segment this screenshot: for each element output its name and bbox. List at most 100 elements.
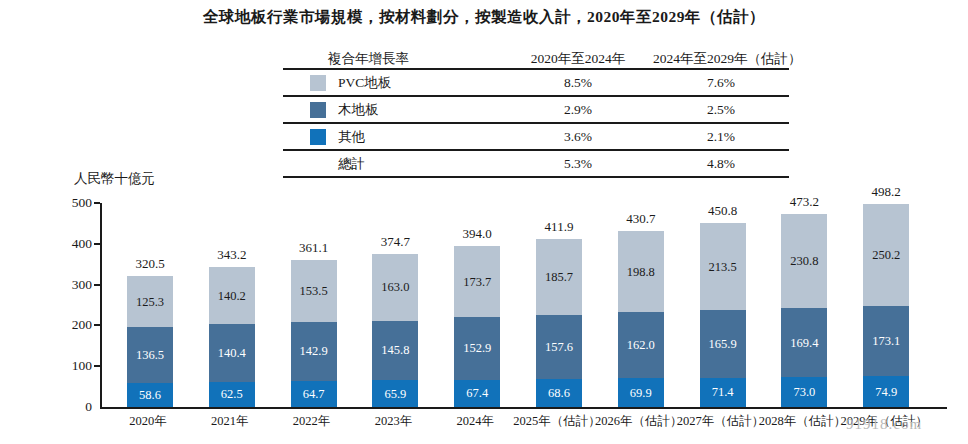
bar-total-value: 320.5 [115,256,185,272]
bar-segment-PVC地板: 250.2 [863,204,909,306]
bar-segment-木地板: 173.1 [863,306,909,377]
bar-total-value: 450.8 [688,203,758,219]
bar-segment-value: 65.9 [372,386,418,401]
cagr-value-period-2: 4.8% [653,156,789,172]
bar-total-value: 374.7 [360,234,430,250]
bar-chart-plot: 010020030040050058.6136.5125.3320.562.51… [100,203,947,409]
bar-segment-value: 153.5 [291,284,337,299]
bar-segment-PVC地板: 140.2 [209,267,255,324]
y-axis-tick [94,365,100,367]
bar-segment-其他: 73.0 [781,377,827,407]
y-axis-label: 人民幣十億元 [74,170,155,188]
x-axis-tick-label: 2024年 [456,413,494,430]
bar-segment-value: 69.9 [618,385,664,400]
chart-title: 全球地板行業市場規模，按材料劃分，按製造收入計，2020年至2029年（估計） [0,7,968,28]
legend-label: PVC地板 [338,74,391,92]
x-axis-labels: 2020年2021年2022年2023年2024年2025年（估計）2026年（… [100,413,960,433]
bar-segment-木地板: 140.4 [209,324,255,381]
bar-total-value: 411.9 [524,219,594,235]
bar-segment-其他: 58.6 [127,383,173,407]
y-axis-tick-label: 100 [50,358,92,374]
bar-segment-value: 74.9 [863,384,909,399]
bar-segment-PVC地板: 230.8 [781,214,827,308]
legend-swatch [310,75,326,91]
bar-segment-value: 71.4 [700,385,746,400]
x-axis-tick-label: 2026年（估計） [595,413,683,430]
bar-segment-value: 169.4 [781,335,827,350]
bar-segment-value: 140.4 [209,345,255,360]
bar-segment-PVC地板: 198.8 [618,231,664,312]
bar-segment-其他: 68.6 [536,379,582,407]
bar-total-value: 473.2 [769,194,839,210]
bar-segment-木地板: 142.9 [291,322,337,380]
y-axis-tick [94,243,100,245]
bar-segment-其他: 65.9 [372,380,418,407]
cagr-value-period-2: 2.1% [653,129,789,145]
y-axis-tick-label: 500 [50,195,92,211]
y-axis-tick [94,284,100,286]
bar-segment-value: 213.5 [700,259,746,274]
cagr-row: PVC地板8.5%7.6% [283,68,789,95]
bar-segment-其他: 74.9 [863,376,909,407]
bar-segment-PVC地板: 185.7 [536,239,582,315]
y-axis-tick-label: 400 [50,236,92,252]
bar-segment-value: 230.8 [781,254,827,269]
bar-segment-value: 62.5 [209,387,255,402]
bar-segment-value: 185.7 [536,269,582,284]
bar-segment-PVC地板: 213.5 [700,223,746,310]
cagr-header-label: 複合年增長率 [283,50,503,68]
legend-label: 木地板 [338,101,379,119]
y-axis-tick-label: 0 [50,399,92,415]
bar-segment-PVC地板: 125.3 [127,276,173,327]
y-axis-tick-label: 200 [50,317,92,333]
bar-segment-木地板: 162.0 [618,312,664,378]
x-axis-tick-label: 2025年（估計） [513,413,601,430]
cagr-table-header: 複合年增長率 2020年至2024年 2024年至2029年（估計） [283,50,789,68]
bar-total-value: 343.2 [197,247,267,263]
cagr-row-name: PVC地板 [283,74,503,92]
bar-segment-PVC地板: 173.7 [454,246,500,317]
cagr-table-rows: PVC地板8.5%7.6%木地板2.9%2.5%其他3.6%2.1%總計5.3%… [283,68,789,178]
bar-total-value: 430.7 [606,211,676,227]
cagr-row: 木地板2.9%2.5% [283,95,789,122]
bar-segment-value: 165.9 [700,337,746,352]
y-axis-tick-label: 300 [50,277,92,293]
bar-segment-value: 125.3 [127,294,173,309]
cagr-value-period-2: 2.5% [653,102,789,118]
bar-segment-value: 68.6 [536,386,582,401]
cagr-value-period-2: 7.6% [653,75,789,91]
bar-total-value: 394.0 [442,226,512,242]
bar-total-value: 361.1 [279,240,349,256]
bar-segment-value: 145.8 [372,343,418,358]
bar-segment-value: 162.0 [618,338,664,353]
bar-segment-其他: 67.4 [454,380,500,407]
bar-segment-value: 173.7 [454,274,500,289]
cagr-row: 總計5.3%4.8% [283,149,789,178]
cagr-row-name: 總計 [283,155,503,173]
x-axis-tick-label: 2027年（估計） [677,413,765,430]
bar-segment-value: 73.0 [781,385,827,400]
legend-swatch [310,102,326,118]
bar-segment-PVC地板: 153.5 [291,260,337,323]
x-axis-tick-label: 2021年 [211,413,249,430]
bar-segment-value: 136.5 [127,348,173,363]
cagr-header-period-1: 2020年至2024年 [503,50,653,68]
bar-segment-value: 142.9 [291,344,337,359]
bar-segment-木地板: 145.8 [372,321,418,380]
x-axis-tick-label: 2023年 [375,413,413,430]
cagr-table: 複合年增長率 2020年至2024年 2024年至2029年（估計） PVC地板… [283,50,789,178]
bar-segment-value: 64.7 [291,386,337,401]
cagr-header-period-2: 2024年至2029年（估計） [653,50,789,68]
legend-swatch-placeholder [310,156,326,172]
bar-segment-其他: 64.7 [291,381,337,407]
bar-segment-木地板: 136.5 [127,327,173,383]
cagr-row-name: 木地板 [283,101,503,119]
bar-segment-value: 140.2 [209,288,255,303]
x-axis-tick-label: 2022年 [293,413,331,430]
bar-segment-木地板: 165.9 [700,310,746,378]
bar-segment-其他: 71.4 [700,378,746,407]
y-axis-tick [94,324,100,326]
legend-swatch [310,129,326,145]
bar-segment-value: 157.6 [536,339,582,354]
y-axis-tick [94,202,100,204]
